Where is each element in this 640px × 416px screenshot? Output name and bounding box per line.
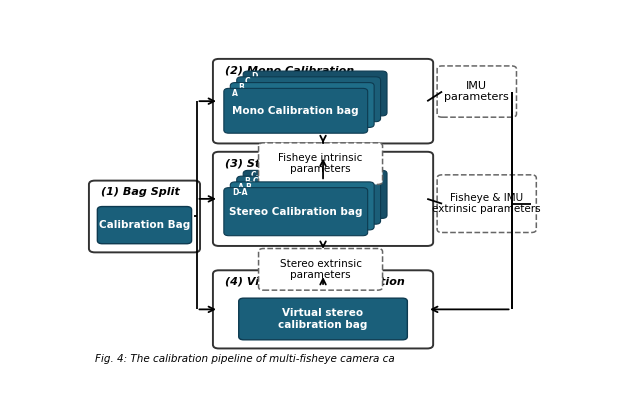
Text: (1) Bag Split: (1) Bag Split [101, 187, 180, 197]
FancyBboxPatch shape [237, 77, 381, 121]
FancyBboxPatch shape [213, 270, 433, 349]
FancyBboxPatch shape [89, 181, 200, 253]
Text: Fisheye & IMU
extrinsic parameters: Fisheye & IMU extrinsic parameters [433, 193, 541, 215]
Text: (4) Virtual stereo calibration: (4) Virtual stereo calibration [225, 277, 404, 287]
Text: Calibration Bag: Calibration Bag [99, 220, 190, 230]
Text: Virtual stereo
calibration bag: Virtual stereo calibration bag [278, 308, 368, 330]
Text: D: D [251, 72, 257, 81]
Text: D-A: D-A [232, 188, 247, 197]
FancyBboxPatch shape [230, 182, 374, 230]
Text: A-B: A-B [238, 183, 253, 191]
FancyBboxPatch shape [437, 175, 536, 233]
Text: B: B [238, 83, 244, 92]
FancyBboxPatch shape [213, 59, 433, 144]
Text: (3) Stereo calibration: (3) Stereo calibration [225, 158, 360, 168]
FancyBboxPatch shape [224, 88, 368, 133]
FancyBboxPatch shape [239, 298, 407, 340]
Text: Fig. 4: The calibration pipeline of multi-fisheye camera ca: Fig. 4: The calibration pipeline of mult… [95, 354, 395, 364]
FancyBboxPatch shape [237, 176, 381, 224]
Text: IMU
parameters: IMU parameters [444, 81, 509, 102]
Text: B-C: B-C [244, 177, 259, 186]
Text: C-D: C-D [251, 171, 266, 180]
FancyBboxPatch shape [213, 152, 433, 246]
Text: Fisheye intrinsic
parameters: Fisheye intrinsic parameters [278, 153, 363, 174]
Text: Stereo Calibration bag: Stereo Calibration bag [229, 207, 362, 217]
FancyBboxPatch shape [259, 248, 383, 290]
Text: Stereo extrinsic
parameters: Stereo extrinsic parameters [280, 258, 362, 280]
Text: (2) Mono Calibration: (2) Mono Calibration [225, 65, 354, 75]
Text: C: C [244, 77, 250, 87]
FancyBboxPatch shape [243, 71, 387, 116]
Text: A: A [232, 89, 237, 98]
FancyBboxPatch shape [97, 207, 191, 244]
FancyBboxPatch shape [230, 83, 374, 127]
FancyBboxPatch shape [224, 188, 368, 236]
Text: Mono Calibration bag: Mono Calibration bag [232, 106, 359, 116]
FancyBboxPatch shape [437, 66, 516, 117]
FancyBboxPatch shape [259, 143, 383, 184]
FancyBboxPatch shape [243, 171, 387, 218]
